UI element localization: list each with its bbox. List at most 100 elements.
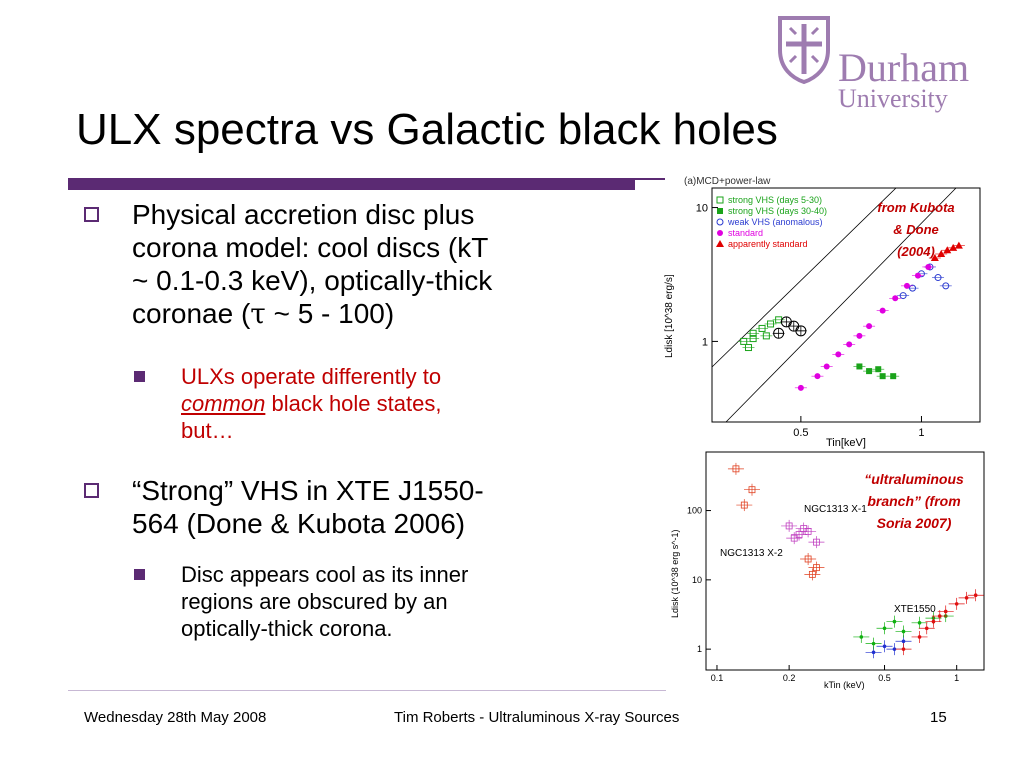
bullet-1-line: ~ 0.1-0.3 keV), optically-thick [132,265,493,297]
legend-entry: strong VHS (days 30-40) [728,206,827,216]
data-point [813,538,820,546]
y-tick-label: 10 [696,203,708,215]
sub-bullet-2-line: optically-thick corona. [181,615,393,641]
footer-center: Tim Roberts - Ultraluminous X-ray Source… [394,709,680,726]
data-point [748,486,756,494]
chart-1-ticks: 0.5 1 10 1 [696,203,925,439]
bullet-filled-square-icon [134,371,145,382]
data-point [917,620,922,625]
data-point [909,284,917,292]
data-point [797,384,804,391]
data-point [882,626,887,631]
chart-1-ylabel: Ldisk [10^38 erg/s] [664,274,675,358]
data-point [943,246,952,254]
chart-1-diagonals [711,187,957,423]
shield-icon [778,16,830,84]
data-point [790,534,798,542]
data-point [767,320,775,328]
logo-word-university: University [838,84,948,113]
data-point [846,341,853,348]
sub-bullet-1-line: ULXs operate differently to [181,364,442,389]
slide-title: ULX spectra vs Galactic black holes [76,105,778,154]
bullet-1-text: Physical accretion disc plus corona mode… [132,198,652,330]
legend-entry: apparently standard [728,239,808,249]
legend-entry: standard [728,228,763,238]
y-tick-label: 100 [687,506,702,516]
bullet-2-line: 564 (Done & Kubota 2006) [132,508,466,540]
sub-bullet-2-line: regions are obscured by an [181,588,448,614]
title-rule [68,178,635,190]
data-point [879,307,886,314]
sub-bullet-1-line-rest: black hole states, [265,390,442,416]
logo-word-durham: Durham [838,45,970,90]
y-tick-label: 1 [702,336,708,348]
bullet-filled-square-icon [134,569,145,580]
footer-page-number: 15 [930,709,947,726]
data-point [835,351,842,358]
y-tick-label: 1 [697,644,702,654]
chart-2-ticks: 0.1 0.2 0.5 1 100 10 1 [687,506,959,683]
chart-mcd-power-law: (a)MCD+power-law strong VHS (days 5-30)s… [664,176,981,449]
data-point [890,373,897,380]
x-tick-label: 0.5 [878,673,891,683]
sub-bullet-2-text: Disc appears cool as its inner regions a… [181,562,621,642]
chart-2-annotation-line: Soria 2007) [877,515,952,531]
data-point [924,626,929,631]
data-point [795,531,803,538]
data-point [901,647,906,651]
data-point [930,253,939,261]
sub-bullet-1-text: ULXs operate differently to common black… [181,364,621,444]
chart-1-frame [711,187,981,423]
data-point [744,344,752,352]
data-point [866,368,873,375]
legend-marker [717,208,723,214]
data-point [892,647,897,651]
chart-1-legend: strong VHS (days 5-30)strong VHS (days 3… [716,195,827,249]
data-point [871,641,876,646]
data-point [866,323,873,330]
bullet-1-line: Physical accretion disc plus [132,199,475,230]
legend-entry: strong VHS (days 5-30) [728,195,822,205]
crossed-circle-mark [773,328,784,339]
data-point [954,241,963,249]
data-point [964,596,969,600]
bullet-1-text-post: ~ 5 - 100) [265,298,395,330]
bullet-2-line: “Strong” VHS in XTE J1550- [132,475,484,506]
data-point [879,373,886,380]
data-point [882,644,887,649]
legend-marker [716,240,724,247]
bullet-1-text-pre: coronae ( [132,298,251,330]
data-point [899,292,907,300]
crossed-circle-mark [788,321,799,332]
data-point [785,522,793,530]
sub-bullet-1-line: common black hole states, [181,391,621,418]
bullet-square-icon [84,483,99,498]
data-point [823,363,830,370]
legend-marker [717,230,723,236]
data-point [931,619,936,624]
chart-1-annotation-line: & Done [893,222,939,237]
label-xte1550: XTE1550 [894,604,936,615]
data-point [740,337,748,345]
data-point [892,295,899,302]
chart-2-ylabel: Ldisk (10^38 erg s^-1) [670,530,680,618]
durham-logo: Durham University [776,14,1006,113]
data-point [914,272,921,279]
chart-1-annotation-line: from Kubota [877,200,954,215]
chart-2-frame [705,451,985,671]
data-point [762,332,770,340]
data-point [804,555,812,563]
crossed-circle-mark [781,316,792,327]
x-tick-label: 0.5 [793,427,808,439]
data-point [800,525,808,532]
data-point [871,650,876,655]
bullet-1-line: coronae (τ ~ 5 - 100) [132,297,652,330]
legend-marker [716,218,724,226]
data-point [901,639,906,644]
bullet-square-icon [84,207,99,222]
data-point [942,282,950,290]
data-point [937,614,942,618]
data-point [740,501,748,509]
emphasis-common: common [181,390,266,416]
